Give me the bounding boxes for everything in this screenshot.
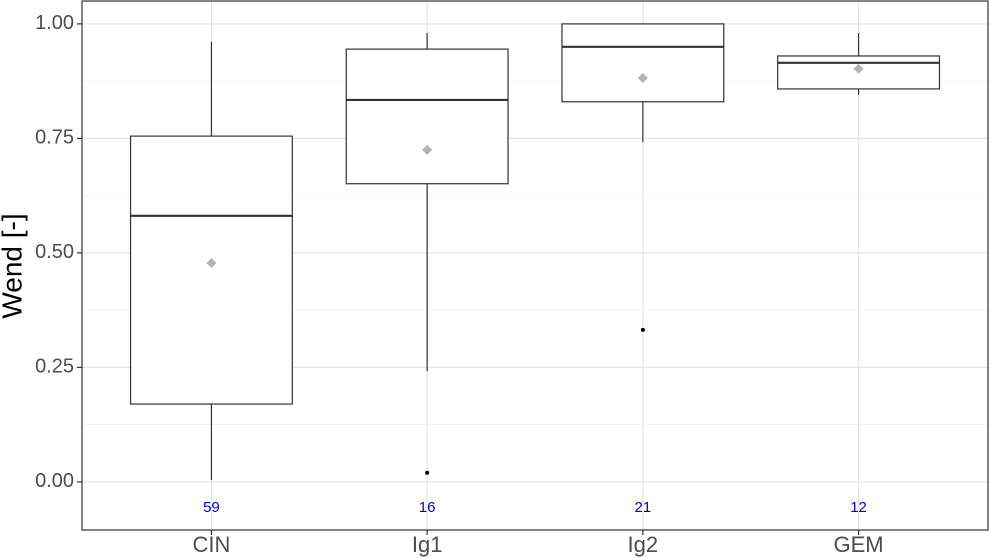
y-axis-label: Wend [-] [0, 213, 27, 318]
y-tick-label: 0.00 [35, 470, 74, 492]
count-label: 59 [203, 499, 220, 516]
y-tick-label: 1.00 [35, 12, 74, 34]
mean-marker [206, 257, 217, 268]
box [345, 48, 509, 185]
mean-marker [853, 63, 864, 74]
count-label: 12 [850, 499, 867, 516]
y-tick-label: 0.25 [35, 356, 74, 378]
x-tick-label: Ig2 [628, 532, 659, 557]
box [129, 135, 293, 405]
count-label: 16 [419, 499, 436, 516]
outlier [640, 327, 645, 332]
x-tick-label: GEM [834, 532, 884, 557]
x-tick-label: CIN [192, 532, 230, 557]
y-tick-label: 0.50 [35, 241, 74, 263]
panel-border [81, 0, 989, 531]
box [561, 23, 725, 103]
outlier [425, 470, 430, 475]
y-tick-label: 0.75 [35, 127, 74, 149]
mean-marker [637, 72, 648, 83]
count-label: 21 [635, 499, 652, 516]
x-tick-label: Ig1 [412, 532, 443, 557]
mean-marker [422, 144, 433, 155]
